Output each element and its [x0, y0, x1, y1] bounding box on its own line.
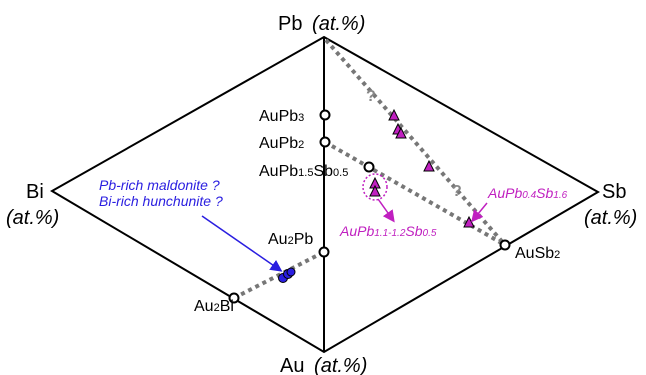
marker-au2bi	[228, 292, 240, 304]
triangle-point	[388, 108, 400, 121]
label-aupb1.5sb0.5: AuPb1.5Sb0.5	[259, 163, 348, 180]
triangle-point	[369, 184, 381, 197]
label-pb-rich-maldonite: Pb-rich maldonite ?	[99, 177, 220, 193]
label-aupb3: AuPb3	[259, 108, 304, 125]
label-aupb1.1-1.2sb0.5: AuPb1.1-1.2Sb0.5	[339, 223, 437, 239]
triangle-point	[395, 126, 407, 139]
marker-aupb3	[319, 109, 331, 121]
question-mark-2: ?	[452, 183, 462, 200]
tie-line-aupb2-ausb2	[324, 140, 506, 247]
triangle-cluster-ring	[362, 173, 388, 201]
label-au2pb: Au2Pb	[268, 231, 313, 248]
vertex-right-element: Sb	[602, 181, 626, 203]
vertex-bottom-label: Au (at.%)	[280, 355, 367, 375]
purple-arrow-2	[377, 198, 395, 223]
vertex-left-element: Bi	[26, 181, 44, 203]
question-mark-1: ?	[366, 88, 376, 105]
marker-aupb1.5sb0.5	[363, 161, 375, 173]
purple-arrow-1	[471, 202, 488, 223]
blue-arrow	[201, 215, 283, 272]
marker-ausb2	[499, 239, 511, 251]
marker-au2pb	[318, 246, 330, 258]
vertex-left-unit: (at.%)	[6, 207, 59, 229]
label-aupb0.4sb1.6: AuPb0.4Sb1.6	[487, 185, 568, 201]
vertex-right-unit: (at.%)	[584, 207, 637, 229]
vertex-top-label: Pb (at.%)	[278, 13, 365, 35]
label-ausb2: AuSb2	[515, 245, 560, 262]
label-bi-rich-hunchunite: Bi-rich hunchunite ?	[99, 193, 223, 209]
marker-aupb2	[319, 136, 331, 148]
label-au2bi: Au2Bi	[194, 298, 234, 315]
label-aupb2: AuPb2	[259, 135, 304, 152]
triangle-point	[423, 159, 435, 172]
blue-point	[286, 267, 296, 277]
